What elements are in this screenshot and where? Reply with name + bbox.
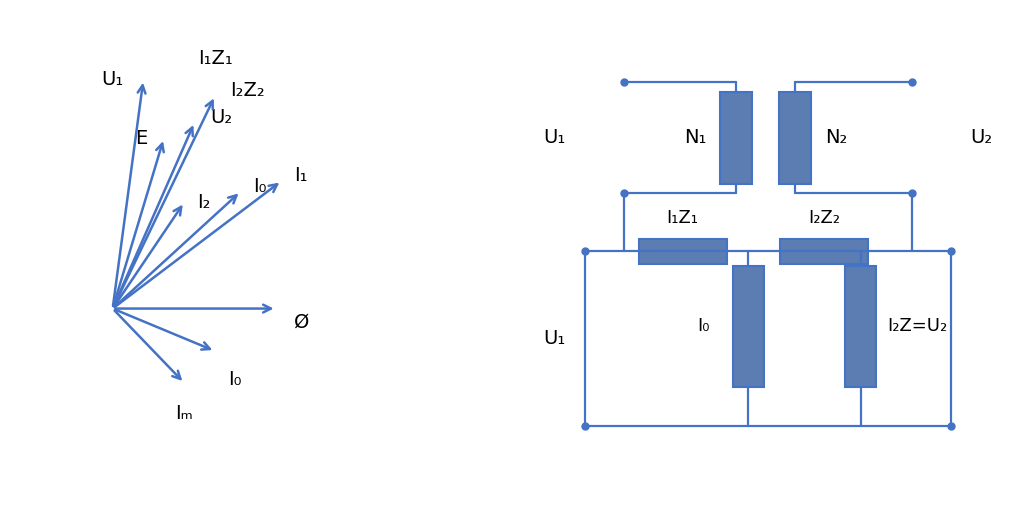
Bar bbox=[639, 239, 727, 264]
Bar bbox=[721, 92, 753, 184]
Text: Iₘ: Iₘ bbox=[175, 404, 194, 423]
Bar bbox=[845, 266, 877, 387]
Text: U₂: U₂ bbox=[210, 107, 232, 127]
Text: I₂Z₂: I₂Z₂ bbox=[808, 209, 840, 227]
Text: U₁: U₁ bbox=[544, 128, 565, 147]
Text: I₂Z₂: I₂Z₂ bbox=[230, 81, 265, 100]
Text: U₁: U₁ bbox=[544, 329, 565, 348]
Text: N₂: N₂ bbox=[825, 128, 848, 147]
Text: Ø: Ø bbox=[295, 312, 310, 331]
Text: U₂: U₂ bbox=[971, 128, 992, 147]
Bar bbox=[780, 239, 868, 264]
Text: I₀: I₀ bbox=[254, 177, 267, 196]
Text: N₁: N₁ bbox=[684, 128, 706, 147]
Text: I₁Z₁: I₁Z₁ bbox=[667, 209, 698, 227]
Bar bbox=[732, 266, 764, 387]
Text: I₀: I₀ bbox=[228, 370, 242, 389]
Text: I₀: I₀ bbox=[697, 318, 710, 336]
Text: E: E bbox=[135, 129, 146, 148]
Text: I₁: I₁ bbox=[295, 166, 308, 185]
Text: I₂Z=U₂: I₂Z=U₂ bbox=[888, 318, 948, 336]
Text: U₁: U₁ bbox=[101, 70, 124, 89]
Text: I₂: I₂ bbox=[197, 193, 211, 212]
Text: I₁Z₁: I₁Z₁ bbox=[198, 49, 232, 68]
Bar bbox=[779, 92, 811, 184]
